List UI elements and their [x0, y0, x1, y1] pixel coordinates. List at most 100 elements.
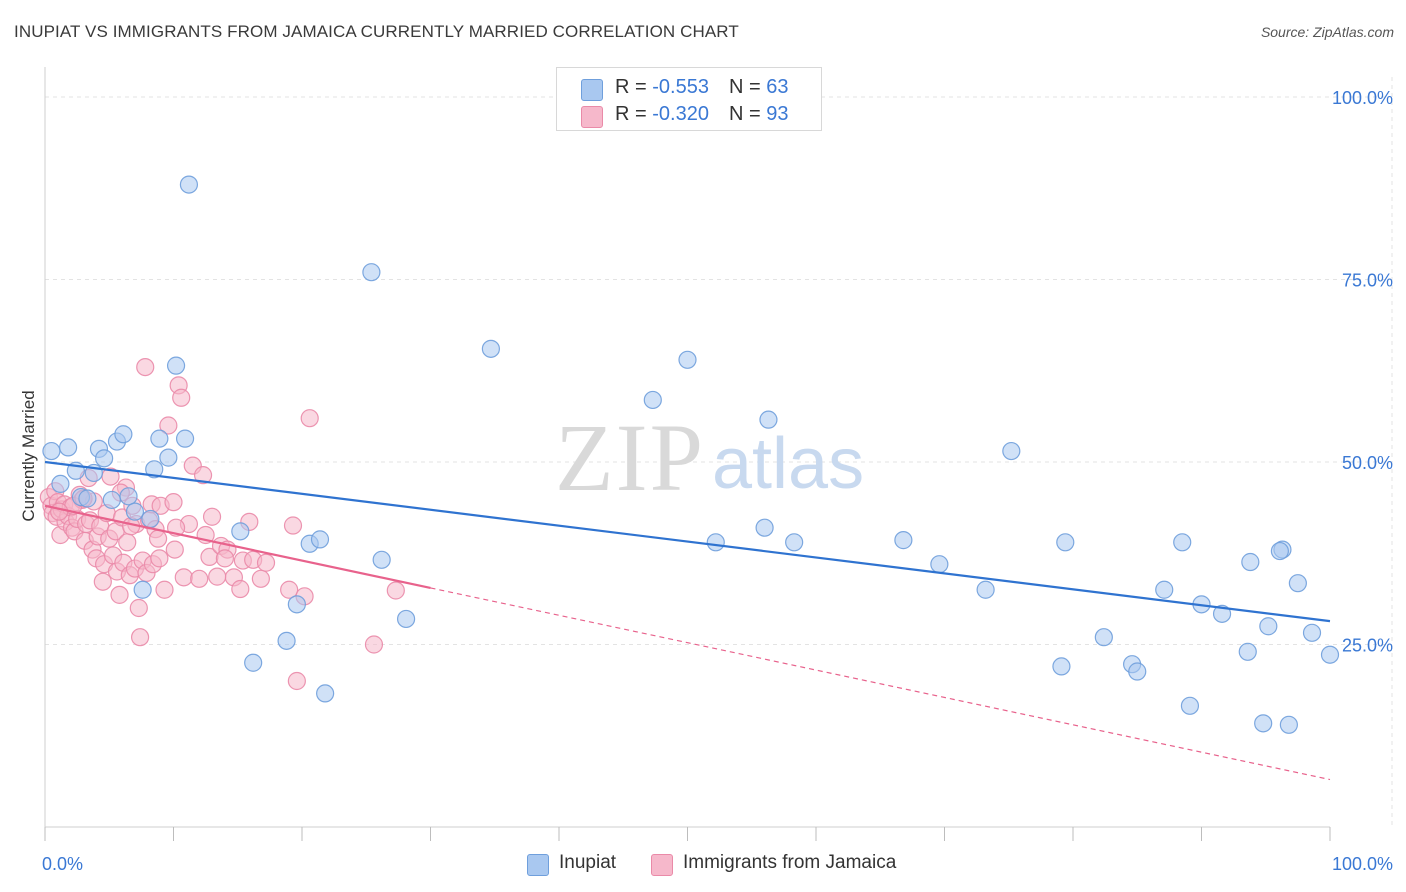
x-tick-label-max: 100.0%	[1332, 854, 1393, 874]
jamaica-point	[110, 585, 129, 604]
inupiat-point	[141, 509, 160, 529]
inupiat-point	[119, 487, 138, 506]
jamaica-point	[172, 388, 191, 407]
chart-title: INUPIAT VS IMMIGRANTS FROM JAMAICA CURRE…	[14, 22, 739, 41]
correlation-legend: R = -0.553 N = 63 R = -0.320 N = 93	[556, 67, 822, 131]
inupiat-point	[1238, 642, 1257, 661]
inupiat-point	[1180, 696, 1200, 715]
jamaica-point	[300, 409, 319, 428]
jamaica-point	[202, 507, 222, 526]
jamaica-point	[118, 533, 137, 552]
jamaica-point	[251, 569, 270, 588]
source-label: Source: ZipAtlas.com	[1260, 24, 1394, 40]
inupiat-point	[755, 518, 774, 537]
jamaica-point	[280, 580, 299, 599]
inupiat-point	[1320, 645, 1340, 664]
inupiat-point	[125, 502, 145, 521]
jamaica-point	[155, 580, 174, 599]
inupiat-swatch	[581, 79, 603, 101]
inupiat-point	[1270, 541, 1289, 561]
jamaica-point	[386, 581, 405, 600]
inupiat-point	[133, 580, 152, 599]
inupiat-point	[362, 263, 381, 282]
jamaica-point	[150, 549, 169, 568]
inupiat-point	[1056, 533, 1075, 552]
inupiat-point	[244, 653, 263, 672]
jamaica-point	[164, 493, 183, 512]
jamaica-point	[193, 466, 213, 485]
jamaica-point	[148, 529, 168, 548]
y-tick-label: 25.0%	[1342, 636, 1393, 656]
inupiat-point	[78, 489, 97, 508]
inupiat-point	[159, 448, 178, 467]
jamaica-trend-line	[44, 504, 431, 590]
r-value-inupiat: -0.553	[652, 76, 709, 98]
inupiat-point	[166, 356, 186, 375]
y-axis-title: Currently Married	[19, 390, 38, 521]
inupiat-point	[1173, 533, 1192, 552]
inupiat-point	[1128, 662, 1147, 681]
inupiat-point	[481, 339, 500, 358]
jamaica-swatch	[581, 106, 603, 128]
inupiat-point	[706, 533, 725, 552]
jamaica-point	[208, 567, 227, 586]
inupiat-point	[759, 410, 778, 429]
inupiat-point	[231, 522, 250, 541]
inupiat-point	[976, 580, 995, 599]
jamaica-point	[159, 416, 178, 435]
inupiat-swatch	[527, 854, 549, 876]
inupiat-point	[150, 429, 169, 448]
y-tick-label: 100.0%	[1332, 88, 1393, 108]
inupiat-point	[1155, 580, 1174, 599]
n-value-inupiat: 63	[766, 76, 789, 98]
inupiat-point	[316, 684, 335, 703]
inupiat-point	[51, 474, 70, 493]
inupiat-point	[1212, 604, 1232, 623]
n-label: N =	[728, 103, 767, 125]
n-value-jamaica: 93	[766, 103, 789, 125]
inupiat-point	[145, 460, 164, 479]
inupiat-trend-line	[44, 460, 1331, 623]
x-tick-label-min: 0.0%	[42, 854, 83, 874]
inupiat-point	[1302, 623, 1322, 642]
inupiat-point	[175, 429, 195, 448]
jamaica-point	[50, 502, 69, 521]
legend-label-inupiat: Inupiat	[559, 852, 617, 873]
jamaica-point	[215, 549, 234, 568]
inupiat-point	[1052, 657, 1071, 676]
inupiat-point	[930, 555, 949, 574]
inupiat-point	[1094, 628, 1113, 647]
inupiat-point	[1279, 715, 1298, 734]
grid-lines	[45, 77, 1393, 827]
r-value-jamaica: -0.320	[652, 103, 709, 125]
inupiat-point	[59, 438, 78, 457]
jamaica-point	[129, 598, 148, 618]
r-label: R =	[615, 103, 653, 125]
inupiat-point	[42, 441, 61, 461]
n-label: N =	[728, 76, 767, 98]
axis-labels: 25.0% 50.0% 75.0% 100.0% 0.0% 100.0% Currently…	[19, 88, 1393, 874]
inupiat-point	[785, 533, 804, 552]
jamaica-point	[256, 553, 276, 572]
jamaica-swatch	[651, 854, 673, 876]
inupiat-point	[643, 390, 662, 410]
jamaica-point	[174, 568, 193, 587]
y-tick-label: 75.0%	[1342, 271, 1393, 291]
jamaica-points	[39, 358, 405, 691]
trend-lines	[44, 460, 1331, 781]
inupiat-point	[372, 550, 391, 569]
inupiat-point	[894, 531, 913, 550]
watermark-atlas: atlas	[712, 424, 864, 504]
legend-label-jamaica: Immigrants from Jamaica	[683, 852, 897, 873]
inupiat-point	[310, 530, 330, 549]
inupiat-point	[1254, 714, 1273, 733]
inupiat-points	[42, 175, 1340, 734]
inupiat-point	[1259, 617, 1278, 636]
jamaica-trend-line-extension	[430, 587, 1331, 781]
jamaica-point	[287, 671, 306, 691]
jamaica-point	[136, 358, 155, 377]
watermark: ZIP atlas	[555, 404, 864, 511]
inupiat-point	[95, 449, 114, 468]
inupiat-point	[1241, 552, 1260, 572]
